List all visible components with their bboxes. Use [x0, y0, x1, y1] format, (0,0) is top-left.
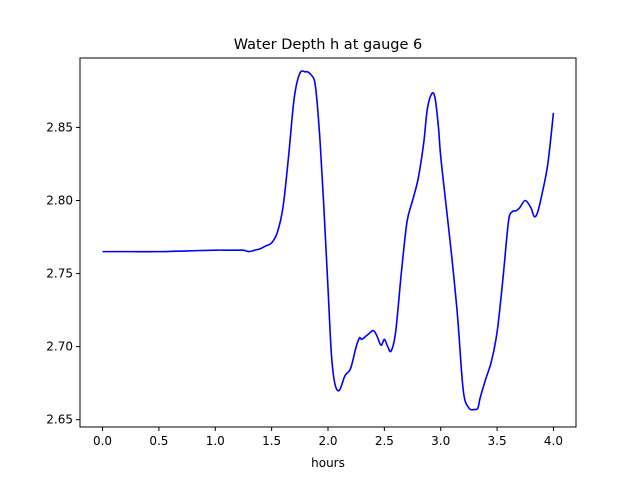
x-axis: 0.0 0.5 1.0 1.5 2.0 2.5 3.0 3.5 4.0: [93, 427, 563, 448]
y-tick-label: 2.70: [46, 340, 73, 354]
x-tick-label: 2.5: [375, 434, 394, 448]
y-tick-label: 2.80: [46, 193, 73, 207]
x-tick-label: 3.5: [488, 434, 507, 448]
x-tick-label: 0.5: [149, 434, 168, 448]
y-tick-label: 2.85: [46, 120, 73, 134]
x-tick-label: 1.0: [206, 434, 225, 448]
x-tick-label: 0.0: [93, 434, 112, 448]
x-tick-label: 4.0: [544, 434, 563, 448]
chart-title: Water Depth h at gauge 6: [234, 37, 422, 53]
x-axis-label: hours: [311, 456, 345, 470]
x-tick-label: 2.0: [318, 434, 337, 448]
x-tick-label: 1.5: [262, 434, 281, 448]
x-tick-label: 3.0: [431, 434, 450, 448]
series-line-0: [102, 70, 555, 411]
series-layer: [102, 70, 555, 411]
y-axis: 2.65 2.70 2.75 2.80 2.85: [46, 120, 80, 427]
y-tick-label: 2.75: [46, 267, 73, 281]
plot-area: [80, 58, 576, 427]
y-tick-label: 2.65: [46, 413, 73, 427]
